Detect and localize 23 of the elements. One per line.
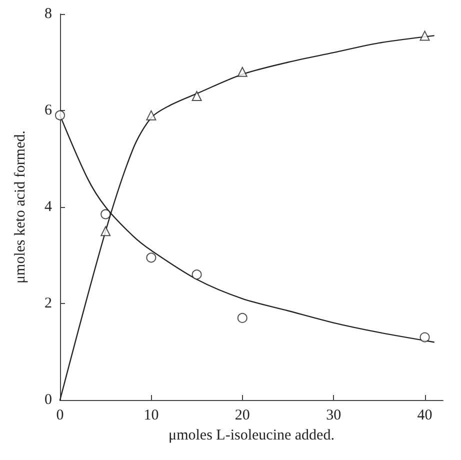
x-tick-label: 0: [56, 408, 64, 424]
x-tick-label: 40: [417, 408, 432, 424]
point: [237, 66, 248, 77]
y-tick-label: 0: [44, 392, 52, 408]
point: [146, 110, 156, 120]
point: [192, 91, 202, 102]
x-tick-label: 10: [144, 408, 159, 424]
point: [192, 270, 202, 280]
y-axis-title: μmoles keto acid formed.: [12, 130, 28, 284]
point: [146, 252, 156, 263]
y-tick-label: 2: [44, 296, 52, 312]
point: [420, 332, 430, 342]
point: [100, 209, 111, 220]
y-tick-label: 4: [44, 199, 52, 215]
x-tick-label: 20: [234, 408, 250, 424]
y-tick-label: 8: [44, 6, 52, 22]
point: [100, 226, 111, 236]
x-axis-title: μmoles L-isoleucine added.: [168, 428, 334, 444]
point: [55, 110, 65, 120]
x-tick-label: 30: [326, 408, 342, 424]
point: [237, 312, 248, 323]
y-tick-label: 6: [44, 102, 52, 118]
point: [420, 30, 430, 41]
